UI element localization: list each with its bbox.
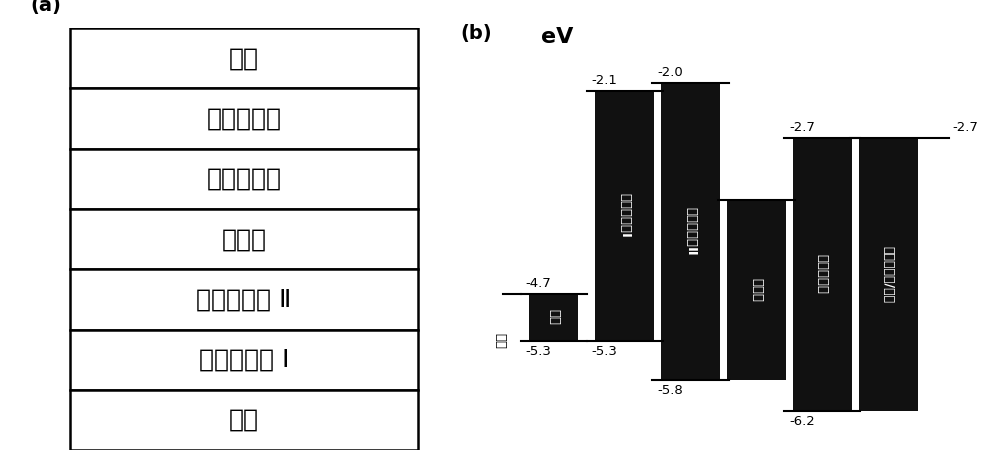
- Bar: [70, 149, 418, 209]
- Bar: [661, 83, 720, 380]
- Bar: [793, 137, 852, 411]
- Text: 阳极: 阳极: [547, 310, 560, 325]
- Bar: [70, 89, 418, 149]
- Text: (a): (a): [30, 0, 61, 15]
- Text: 阳极: 阳极: [229, 408, 259, 432]
- Text: eV: eV: [541, 27, 574, 46]
- Text: -4.7: -4.7: [526, 277, 552, 290]
- Text: 阴极: 阴极: [229, 46, 259, 70]
- Text: -5.3: -5.3: [526, 345, 552, 358]
- Text: 空穴传输层 Ⅱ: 空穴传输层 Ⅱ: [196, 287, 292, 311]
- Text: -5.3: -5.3: [592, 345, 618, 358]
- Text: 电子传输层: 电子传输层: [207, 167, 282, 191]
- Text: 发光层: 发光层: [222, 227, 267, 251]
- Text: -5.8: -5.8: [658, 384, 683, 397]
- Text: 电子传输层: 电子传输层: [816, 254, 829, 295]
- Text: 空穴传输层 Ⅰ: 空穴传输层 Ⅰ: [199, 348, 289, 372]
- Bar: [70, 209, 418, 269]
- Text: 空穴传输层Ⅰ: 空穴传输层Ⅰ: [618, 193, 631, 238]
- Bar: [70, 28, 418, 89]
- Bar: [529, 294, 578, 341]
- Bar: [70, 390, 418, 450]
- Text: -2.0: -2.0: [658, 66, 683, 79]
- Text: 阳极: 阳极: [493, 333, 506, 349]
- Bar: [595, 91, 654, 341]
- Bar: [859, 137, 918, 411]
- Bar: [727, 200, 786, 380]
- Text: 空穴传输层Ⅱ: 空穴传输层Ⅱ: [684, 207, 697, 256]
- Text: -2.7: -2.7: [952, 121, 978, 134]
- Text: (b): (b): [460, 24, 492, 43]
- Bar: [70, 269, 418, 330]
- Text: 发光层: 发光层: [750, 278, 763, 302]
- Bar: [70, 330, 418, 390]
- Text: -6.2: -6.2: [789, 415, 815, 428]
- Text: 阴极修饰层/阴极: 阴极修饰层/阴极: [882, 246, 895, 303]
- Text: -2.7: -2.7: [789, 121, 815, 134]
- Text: 阴极修饰层: 阴极修饰层: [207, 106, 282, 130]
- Text: -2.1: -2.1: [592, 74, 618, 87]
